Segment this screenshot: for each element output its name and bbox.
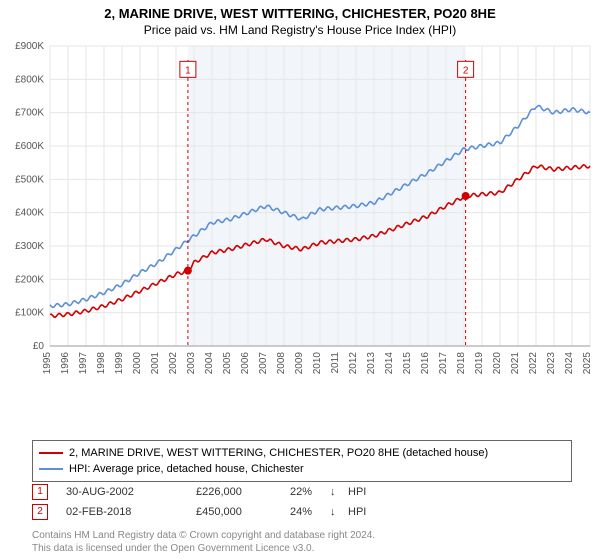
svg-text:1996: 1996 [60,352,71,375]
svg-text:£300K: £300K [15,241,44,252]
svg-text:1: 1 [185,65,191,76]
svg-text:2020: 2020 [492,352,503,375]
credits-text: Contains HM Land Registry data © Crown c… [32,530,572,555]
svg-text:£200K: £200K [15,274,44,285]
svg-text:1995: 1995 [42,352,53,375]
credits-line-2: This data is licensed under the Open Gov… [32,543,572,556]
chart-svg: £0£100K£200K£300K£400K£500K£600K£700K£80… [50,46,590,386]
svg-text:1997: 1997 [78,352,89,375]
svg-text:2012: 2012 [348,352,359,375]
legend-label-hpi: HPI: Average price, detached house, Chic… [69,463,304,475]
svg-text:2016: 2016 [420,352,431,375]
marker-price-1: £226,000 [196,486,290,498]
svg-text:2018: 2018 [456,352,467,375]
svg-text:2024: 2024 [564,352,575,375]
svg-text:2021: 2021 [510,352,521,375]
legend-box: 2, MARINE DRIVE, WEST WITTERING, CHICHES… [32,440,572,482]
marker-ref-1: HPI [348,486,366,498]
svg-text:2: 2 [463,65,469,76]
svg-text:1999: 1999 [114,352,125,375]
svg-text:£600K: £600K [15,141,44,152]
svg-text:2002: 2002 [168,352,179,375]
svg-text:£400K: £400K [15,208,44,219]
svg-text:£0: £0 [33,341,45,352]
marker-badge-1: 1 [32,484,48,500]
marker-row-2: 2 02-FEB-2018 £450,000 24% ↓ HPI [32,502,572,522]
svg-text:2019: 2019 [474,352,485,375]
svg-text:2022: 2022 [528,352,539,375]
title-main: 2, MARINE DRIVE, WEST WITTERING, CHICHES… [0,6,600,21]
svg-text:£700K: £700K [15,108,44,119]
svg-text:2025: 2025 [582,352,593,375]
title-block: 2, MARINE DRIVE, WEST WITTERING, CHICHES… [0,0,600,37]
down-arrow-icon: ↓ [330,506,348,518]
svg-text:1998: 1998 [96,352,107,375]
down-arrow-icon: ↓ [330,486,348,498]
marker-date-1: 30-AUG-2002 [66,486,196,498]
svg-text:2015: 2015 [402,352,413,375]
svg-text:2000: 2000 [132,352,143,375]
svg-text:2006: 2006 [240,352,251,375]
svg-text:2004: 2004 [204,352,215,375]
chart-container: 2, MARINE DRIVE, WEST WITTERING, CHICHES… [0,0,600,560]
svg-text:£500K: £500K [15,174,44,185]
marker-price-2: £450,000 [196,506,290,518]
svg-text:2003: 2003 [186,352,197,375]
svg-text:2014: 2014 [384,352,395,375]
markers-table: 1 30-AUG-2002 £226,000 22% ↓ HPI 2 02-FE… [32,482,572,522]
svg-text:£900K: £900K [15,41,44,52]
svg-text:£800K: £800K [15,74,44,85]
svg-text:2001: 2001 [150,352,161,375]
marker-ref-2: HPI [348,506,366,518]
marker-date-2: 02-FEB-2018 [66,506,196,518]
svg-text:2008: 2008 [276,352,287,375]
legend-item-price-paid: 2, MARINE DRIVE, WEST WITTERING, CHICHES… [39,445,565,461]
svg-text:2017: 2017 [438,352,449,375]
legend-label-price-paid: 2, MARINE DRIVE, WEST WITTERING, CHICHES… [69,447,488,459]
marker-pct-1: 22% [290,486,330,498]
legend-item-hpi: HPI: Average price, detached house, Chic… [39,461,565,477]
svg-text:£100K: £100K [15,308,44,319]
marker-row-1: 1 30-AUG-2002 £226,000 22% ↓ HPI [32,482,572,502]
svg-text:2005: 2005 [222,352,233,375]
svg-text:2007: 2007 [258,352,269,375]
svg-text:2013: 2013 [366,352,377,375]
svg-text:2009: 2009 [294,352,305,375]
legend-swatch-hpi [39,468,63,470]
title-sub: Price paid vs. HM Land Registry's House … [0,23,600,37]
legend-swatch-price-paid [39,452,63,454]
svg-text:2010: 2010 [312,352,323,375]
credits-line-1: Contains HM Land Registry data © Crown c… [32,530,572,543]
svg-text:2011: 2011 [330,352,341,374]
marker-badge-2: 2 [32,504,48,520]
marker-pct-2: 24% [290,506,330,518]
svg-text:2023: 2023 [546,352,557,375]
